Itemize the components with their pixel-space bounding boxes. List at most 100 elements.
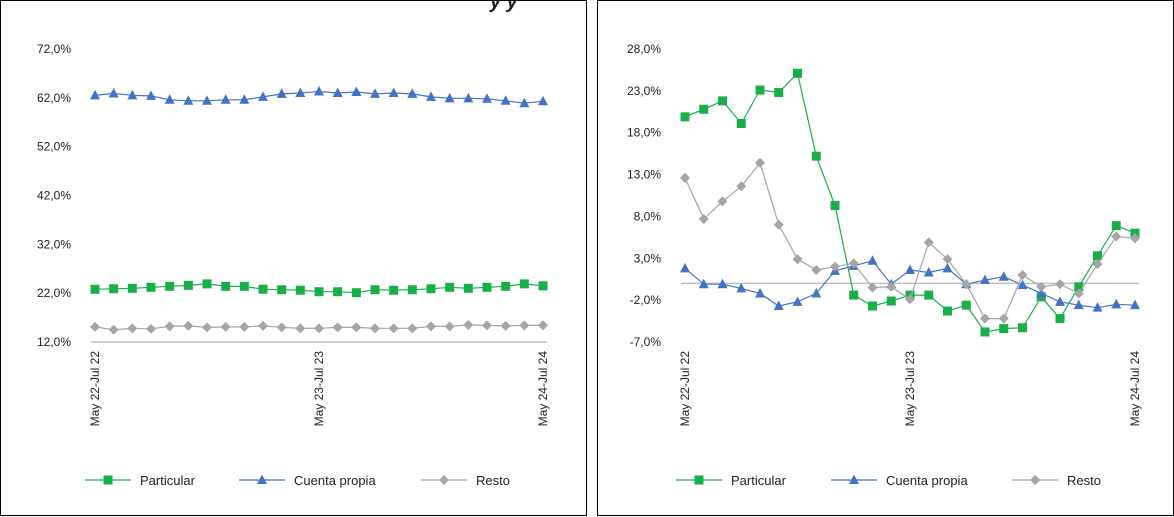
data-point-resto bbox=[1055, 279, 1065, 290]
legend-marker-cuenta_propia bbox=[257, 474, 267, 484]
data-point-cuenta_propia bbox=[755, 287, 765, 298]
data-point-cuenta_propia bbox=[108, 87, 119, 98]
data-point-resto bbox=[961, 279, 972, 290]
data-point-cuenta_propia bbox=[146, 90, 156, 100]
data-point-cuenta_propia bbox=[1092, 302, 1103, 312]
data-point-cuenta_propia bbox=[1111, 298, 1122, 309]
y-tick-label: -7,0% bbox=[630, 335, 662, 349]
data-point-cuenta_propia bbox=[519, 97, 530, 108]
data-point-particular bbox=[736, 119, 746, 129]
legend-marker-particular bbox=[694, 475, 704, 485]
x-tick-label: May 22-Jul 22 bbox=[88, 351, 102, 427]
data-point-cuenta_propia bbox=[295, 87, 306, 97]
y-tick-label: 52,0% bbox=[37, 140, 71, 154]
data-point-cuenta_propia bbox=[444, 92, 455, 103]
data-point-resto bbox=[444, 321, 455, 332]
data-point-particular bbox=[830, 201, 840, 211]
data-point-particular bbox=[333, 287, 343, 297]
data-point-cuenta_propia bbox=[736, 282, 747, 293]
data-point-resto bbox=[314, 323, 324, 334]
data-point-resto bbox=[792, 254, 803, 265]
y-tick-label: 62,0% bbox=[37, 91, 71, 105]
y-tick-label: -2,0% bbox=[630, 293, 662, 307]
data-point-particular bbox=[277, 285, 287, 295]
data-point-particular bbox=[314, 287, 324, 297]
legend-marker-resto bbox=[439, 475, 449, 485]
data-point-particular bbox=[389, 285, 399, 295]
data-point-particular bbox=[202, 279, 212, 289]
data-point-particular bbox=[482, 282, 492, 292]
y-tick-label: 23,0% bbox=[627, 84, 661, 98]
data-point-cuenta_propia bbox=[923, 267, 934, 277]
data-point-particular bbox=[165, 281, 175, 291]
data-point-particular bbox=[370, 285, 380, 295]
legend-marker-cuenta_propia bbox=[849, 474, 859, 484]
data-point-cuenta_propia bbox=[482, 93, 492, 103]
data-point-cuenta_propia bbox=[351, 86, 362, 96]
data-point-particular bbox=[426, 284, 436, 294]
data-point-particular bbox=[1018, 323, 1027, 333]
data-point-cuenta_propia bbox=[388, 87, 399, 97]
data-point-resto bbox=[867, 282, 878, 293]
data-point-particular bbox=[90, 284, 100, 294]
data-point-cuenta_propia bbox=[1073, 299, 1084, 310]
data-point-cuenta_propia bbox=[183, 95, 194, 105]
data-point-resto bbox=[811, 265, 822, 276]
y-tick-label: 28,0% bbox=[627, 42, 661, 56]
left-chart-panel: 12,0% 22,0% 32,0% 42,0% 52,0% 62,0% 72,0% May 2… bbox=[0, 0, 587, 516]
data-point-resto bbox=[1130, 233, 1140, 244]
x-tick-label: May 24-Jul 24 bbox=[536, 351, 550, 427]
data-point-resto bbox=[146, 323, 156, 334]
right-chart: -7,0% -2,0% 3,0% 8,0% 13,0% 18,0% 23,0% 28,0% Ma… bbox=[627, 42, 1142, 488]
data-point-cuenta_propia bbox=[1017, 279, 1028, 290]
data-point-cuenta_propia bbox=[463, 92, 474, 103]
data-point-cuenta_propia bbox=[164, 94, 175, 104]
data-point-cuenta_propia bbox=[1130, 299, 1140, 310]
data-point-cuenta_propia bbox=[698, 278, 709, 289]
data-point-particular bbox=[501, 281, 511, 291]
data-point-resto bbox=[998, 313, 1009, 324]
y-tick-label: 32,0% bbox=[37, 237, 71, 251]
data-point-resto bbox=[848, 258, 859, 269]
legend-label-particular: Particular bbox=[731, 473, 787, 488]
data-point-cuenta_propia bbox=[1055, 296, 1065, 306]
y-tick-label: 72,0% bbox=[37, 42, 71, 56]
data-point-particular bbox=[1130, 228, 1140, 238]
data-point-particular bbox=[1111, 221, 1121, 231]
data-point-particular bbox=[1074, 282, 1084, 292]
data-point-resto bbox=[202, 322, 212, 333]
data-point-cuenta_propia bbox=[370, 88, 380, 98]
data-point-resto bbox=[239, 321, 250, 332]
x-tick-label: May 23-Jul 23 bbox=[903, 351, 917, 427]
data-point-particular bbox=[407, 285, 417, 295]
data-point-cuenta_propia bbox=[127, 89, 138, 100]
data-point-particular bbox=[109, 284, 119, 294]
y-tick-label: 12,0% bbox=[37, 335, 71, 349]
data-point-resto bbox=[500, 320, 511, 331]
data-point-cuenta_propia bbox=[1036, 287, 1047, 298]
data-point-resto bbox=[108, 324, 119, 335]
data-point-particular bbox=[295, 285, 305, 295]
data-point-resto bbox=[905, 294, 915, 305]
data-point-cuenta_propia bbox=[680, 262, 690, 273]
x-tick-label: May 24-Jul 24 bbox=[1128, 351, 1142, 427]
y-tick-label: 3,0% bbox=[634, 251, 662, 265]
data-point-resto bbox=[463, 319, 474, 330]
data-point-resto bbox=[164, 321, 175, 332]
legend-label-cuenta_propia: Cuenta propia bbox=[886, 473, 968, 488]
data-point-resto bbox=[717, 196, 728, 207]
data-point-resto bbox=[426, 321, 436, 332]
data-point-particular bbox=[680, 112, 690, 122]
data-point-resto bbox=[698, 213, 709, 224]
data-point-resto bbox=[220, 321, 231, 332]
data-point-resto bbox=[923, 237, 934, 248]
data-point-particular bbox=[127, 283, 137, 293]
data-point-particular bbox=[755, 85, 765, 95]
data-point-resto bbox=[276, 322, 287, 333]
data-point-particular bbox=[980, 327, 990, 337]
data-point-particular bbox=[943, 306, 952, 316]
data-point-particular bbox=[774, 88, 784, 98]
data-point-resto bbox=[980, 313, 990, 324]
data-point-cuenta_propia bbox=[792, 296, 803, 306]
data-point-cuenta_propia bbox=[717, 278, 728, 289]
